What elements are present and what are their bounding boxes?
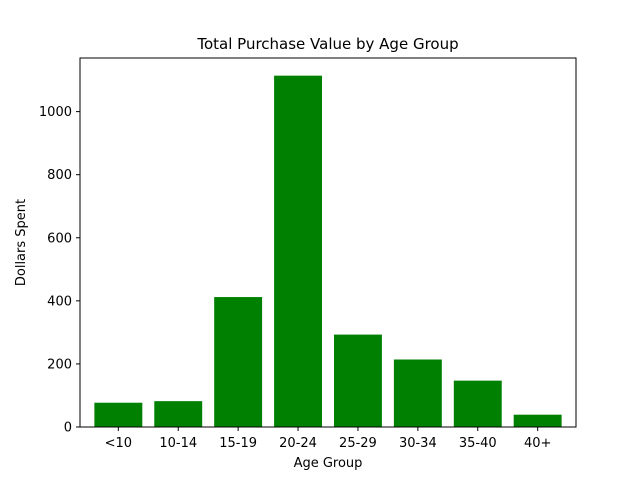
bar-6 <box>453 380 502 427</box>
x-axis-label: Age Group <box>294 456 363 471</box>
bar-0 <box>94 402 143 427</box>
x-tick-label-7: 40+ <box>524 436 551 451</box>
bars-group <box>94 75 562 427</box>
bar-7 <box>513 414 562 427</box>
x-tick-label-2: 15-19 <box>219 436 257 451</box>
x-tick-label-6: 35-40 <box>459 436 497 451</box>
plot-frame <box>79 57 577 428</box>
y-tick-label-0: 0 <box>64 421 72 436</box>
x-tick-label-4: 25-29 <box>339 436 377 451</box>
y-axis-ticks: 0 200 400 600 800 1000 <box>39 105 80 436</box>
x-tick-label-1: 10-14 <box>159 436 197 451</box>
y-tick-label-2: 400 <box>47 294 72 309</box>
bar-1 <box>154 401 203 427</box>
x-tick-label-3: 20-24 <box>279 436 317 451</box>
y-tick-label-5: 1000 <box>39 105 72 120</box>
bar-3 <box>274 75 323 427</box>
y-tick-label-3: 600 <box>47 231 72 246</box>
chart-title: Total Purchase Value by Age Group <box>196 35 458 53</box>
x-tick-label-0: <10 <box>105 436 132 451</box>
x-tick-label-5: 30-34 <box>399 436 437 451</box>
bar-2 <box>214 297 263 427</box>
y-axis-label: Dollars Spent <box>14 199 29 286</box>
bar-5 <box>393 359 442 427</box>
bar-4 <box>333 334 382 427</box>
y-tick-label-1: 200 <box>47 357 72 372</box>
y-tick-label-4: 800 <box>47 168 72 183</box>
x-axis-ticks: <10 10-14 15-19 20-24 25-29 30-34 35-40 40+ <box>105 427 551 451</box>
